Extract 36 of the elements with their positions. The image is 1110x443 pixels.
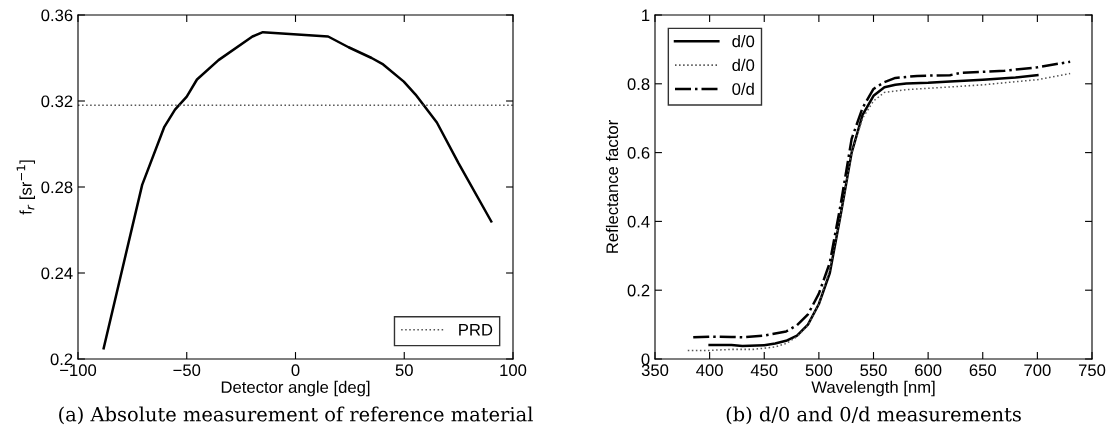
y-tick-label: 0.2 (50, 353, 73, 366)
x-axis-title: Detector angle [deg] (221, 380, 370, 397)
x-tick-label: 650 (969, 364, 996, 377)
text: (a) Absolute measurement of reference material (59, 406, 533, 425)
x-tick-label: 550 (860, 364, 887, 377)
y-tick-label: 0.32 (41, 95, 73, 108)
x-axis-title: Wavelength [nm] (811, 380, 935, 397)
y-tick-label: 0.24 (41, 267, 73, 280)
x-tick-label: 450 (750, 364, 778, 377)
legend-label: d/0 (732, 35, 755, 48)
legend-label: 0/d (732, 82, 754, 95)
y-tick-label: 0.8 (627, 78, 650, 90)
x-tick-label: 500 (805, 364, 833, 377)
y-tick-label: 0 (641, 353, 650, 366)
y-axis-title: f$_{r}$ [sr$^{−1}$] (16, 160, 35, 215)
legend-label: d/0 (732, 58, 755, 72)
y-tick-label: 0.4 (627, 215, 650, 228)
x-tick-label: 700 (1024, 364, 1051, 377)
x-tick-label: 50 (395, 364, 413, 377)
x-tick-label: 0 (291, 364, 300, 377)
x-tick-label: 400 (696, 364, 723, 377)
x-tick-label: 600 (915, 364, 942, 377)
x-tick-label: −100 (60, 364, 97, 377)
y-tick-label: 0.6 (627, 147, 650, 159)
y-tick-label: 0.28 (41, 181, 73, 194)
x-tick-label: 100 (500, 364, 527, 377)
y-tick-label: 0.36 (41, 9, 73, 22)
text: (b) d/0 and 0/d measurements (726, 406, 1021, 425)
x-tick-label: 750 (1078, 364, 1106, 377)
legend-label: PRD (459, 324, 493, 336)
line-series (102, 30, 493, 350)
x-tick-label: 350 (641, 364, 669, 377)
y-tick-label: 0.2 (627, 284, 650, 297)
y-tick-label: 1 (642, 9, 650, 22)
y-axis-title: Reflectance factor (605, 120, 619, 253)
x-tick-label: −50 (173, 364, 201, 377)
